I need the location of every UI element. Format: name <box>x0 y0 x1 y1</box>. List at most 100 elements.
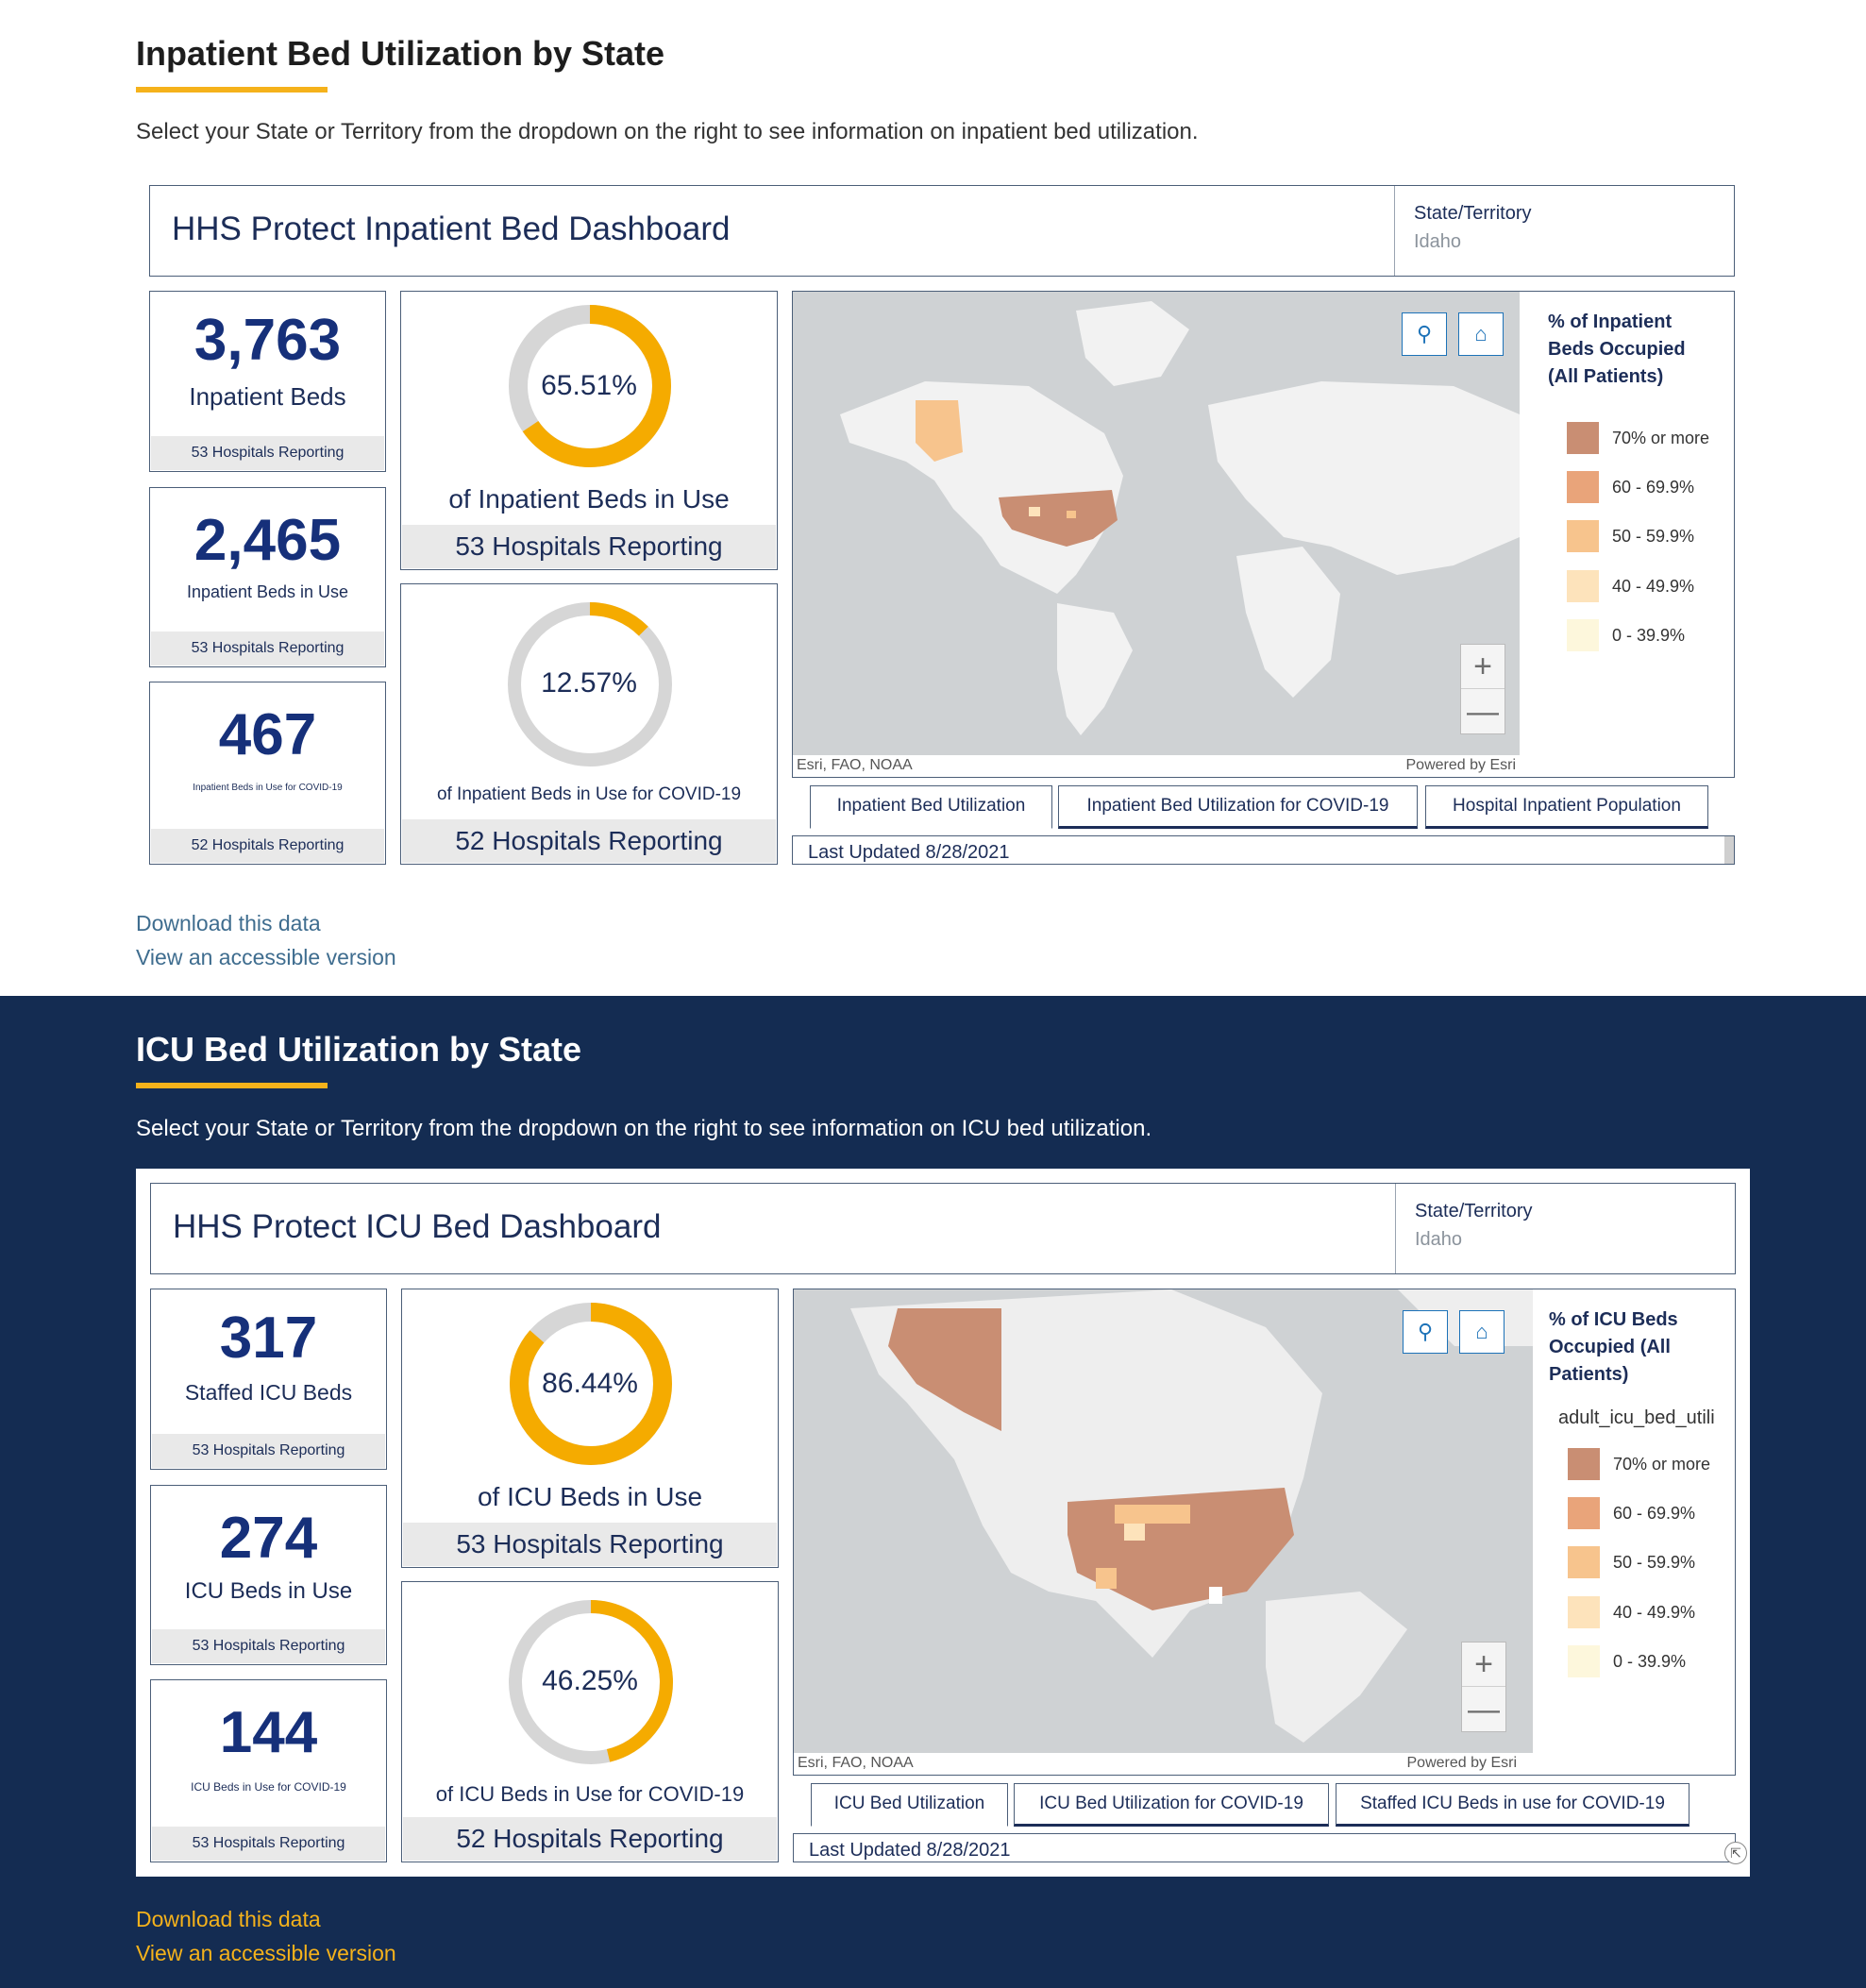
donut-footer: 52 Hospitals Reporting <box>402 819 776 863</box>
stat-card-inpatient-beds: 3,763 Inpatient Beds 53 Hospitals Report… <box>149 291 386 472</box>
donut-percent: 12.57% <box>541 667 637 699</box>
stat-label: Inpatient Beds in Use <box>186 582 349 601</box>
tab-icu-covid[interactable]: ICU Bed Utilization for COVID-19 <box>1014 1783 1329 1827</box>
dashboard-header: HHS Protect ICU Bed Dashboard State/Terr… <box>150 1183 1736 1274</box>
state-region <box>1067 511 1076 518</box>
expand-icon[interactable]: ⇱ <box>1724 1842 1747 1864</box>
legend-label: 0 - 39.9% <box>1612 626 1686 645</box>
legend-swatch <box>1568 1645 1600 1677</box>
stat-value: 2,465 <box>193 508 342 573</box>
south-america-land <box>1057 603 1133 735</box>
donut-percent: 65.51% <box>541 370 637 401</box>
zoom-controls: + — <box>1460 644 1505 734</box>
donut-chart <box>510 1303 672 1465</box>
last-updated-panel: Last Updated 8/28/2021 <box>793 1833 1736 1862</box>
home-button[interactable]: ⌂ <box>1458 312 1504 356</box>
stat-card-inpatient-beds-in-use: 2,465 Inpatient Beds in Use 53 Hospitals… <box>149 487 386 667</box>
tab-staffed-icu-covid[interactable]: Staffed ICU Beds in use for COVID-19 <box>1336 1783 1689 1827</box>
home-button[interactable]: ⌂ <box>1459 1310 1505 1354</box>
stat-card-staffed-icu-beds: 317 Staffed ICU Beds 53 Hospitals Report… <box>150 1289 387 1470</box>
stat-card-inpatient-covid: 467 Inpatient Beds in Use for COVID-19 5… <box>149 682 386 865</box>
legend-swatch <box>1568 1448 1600 1480</box>
last-updated-panel: Last Updated 8/28/2021 <box>792 835 1735 865</box>
map-view[interactable]: ⚲ ⌂ + — <box>793 292 1520 755</box>
search-button[interactable]: ⚲ <box>1402 312 1447 356</box>
legend-title: % of ICU Beds Occupied (All Patients) <box>1549 1309 1678 1385</box>
scrollbar[interactable] <box>1724 836 1734 864</box>
zoom-out-button[interactable]: — <box>1462 1688 1505 1732</box>
inpatient-dashboard: HHS Protect Inpatient Bed Dashboard Stat… <box>136 176 1740 874</box>
donut-fill-arc <box>509 305 671 467</box>
legend-title: % of Inpatient Beds Occupied (All Patien… <box>1548 312 1686 387</box>
donut-footer: 53 Hospitals Reporting <box>402 525 776 568</box>
map-attribution: Esri, FAO, NOAA Powered by Esri <box>794 1753 1521 1776</box>
legend-swatch <box>1567 619 1599 651</box>
zoom-in-button[interactable]: + <box>1462 1643 1505 1687</box>
donut-card-inpatient-covid: 12.57% of Inpatient Beds in Use for COVI… <box>400 583 778 865</box>
map-view[interactable]: ⚲ ⌂ + — <box>794 1289 1533 1753</box>
legend-label: 0 - 39.9% <box>1613 1652 1687 1671</box>
state-selector[interactable]: Idaho <box>1415 1229 1463 1250</box>
stat-value: 467 <box>218 702 317 767</box>
legend-swatch <box>1567 422 1599 454</box>
search-icon: ⚲ <box>1416 322 1433 345</box>
section-title: Inpatient Bed Utilization by State <box>136 34 665 73</box>
stat-value: 274 <box>219 1506 318 1571</box>
download-data-link[interactable]: Download this data <box>136 1907 321 1931</box>
legend-label: 50 - 59.9% <box>1613 1553 1696 1572</box>
stat-footer: 53 Hospitals Reporting <box>152 1629 385 1663</box>
donut-footer: 52 Hospitals Reporting <box>403 1817 777 1861</box>
accessible-version-link[interactable]: View an accessible version <box>136 1941 396 1965</box>
stat-footer: 52 Hospitals Reporting <box>151 829 384 863</box>
map-panel: ⚲ ⌂ + — Esri, FAO, NOAA Powered by Esri … <box>793 1289 1736 1776</box>
state-region <box>1096 1568 1117 1589</box>
north-america-map[interactable] <box>794 1289 1533 1753</box>
stat-card-icu-beds-in-use: 274 ICU Beds in Use 53 Hospitals Reporti… <box>150 1485 387 1665</box>
plus-icon: + <box>1474 1646 1493 1682</box>
tab-inpatient-bed-utilization[interactable]: Inpatient Bed Utilization <box>810 785 1052 829</box>
donut-percent: 86.44% <box>542 1368 638 1399</box>
last-updated: Last Updated 8/28/2021 <box>808 842 1010 863</box>
icu-links: Download this data View an accessible ve… <box>136 1902 396 1970</box>
donut-card-inpatient-in-use: 65.51% of Inpatient Beds in Use 53 Hospi… <box>400 291 778 570</box>
stat-footer: 53 Hospitals Reporting <box>152 1827 385 1861</box>
search-button[interactable]: ⚲ <box>1403 1310 1448 1354</box>
legend-swatch <box>1567 520 1599 552</box>
state-selector-label: State/Territory <box>1415 1201 1533 1221</box>
legend-label: 70% or more <box>1612 429 1710 447</box>
download-data-link[interactable]: Download this data <box>136 911 321 935</box>
stat-label: Inpatient Beds in Use for COVID-19 <box>193 783 343 793</box>
africa-land <box>1236 547 1340 698</box>
tab-hospital-inpatient-population[interactable]: Hospital Inpatient Population <box>1425 785 1708 829</box>
zoom-in-button[interactable]: + <box>1461 645 1505 689</box>
attribution-sources: Esri, FAO, NOAA <box>798 1755 914 1771</box>
world-map[interactable] <box>793 292 1520 755</box>
section-description: Select your State or Territory from the … <box>136 1116 1152 1141</box>
donut-card-icu-covid: 46.25% of ICU Beds in Use for COVID-19 5… <box>401 1581 779 1862</box>
stat-label: Inpatient Beds <box>189 382 346 411</box>
legend-field-name: adult_icu_bed_utili <box>1558 1407 1715 1428</box>
header-divider <box>1394 186 1395 276</box>
title-underline <box>136 1083 328 1088</box>
dashboard-header: HHS Protect Inpatient Bed Dashboard Stat… <box>149 185 1735 277</box>
greenland-land <box>1076 301 1189 386</box>
attribution-powered-by[interactable]: Powered by Esri <box>1405 757 1517 773</box>
accessible-version-link[interactable]: View an accessible version <box>136 945 396 969</box>
section-description: Select your State or Territory from the … <box>136 119 1199 144</box>
legend-swatch <box>1567 570 1599 602</box>
plus-icon: + <box>1473 649 1492 684</box>
state-selector[interactable]: Idaho <box>1414 231 1462 252</box>
stat-footer: 53 Hospitals Reporting <box>152 1434 385 1468</box>
icu-dashboard: HHS Protect ICU Bed Dashboard State/Terr… <box>136 1169 1750 1877</box>
map-legend: % of ICU Beds Occupied (All Patients) ad… <box>1546 1289 1736 1752</box>
tab-inpatient-covid[interactable]: Inpatient Bed Utilization for COVID-19 <box>1058 785 1418 829</box>
northern-states-region <box>1115 1505 1190 1524</box>
donut-footer: 53 Hospitals Reporting <box>403 1523 777 1566</box>
stat-card-icu-covid: 144 ICU Beds in Use for COVID-19 53 Hosp… <box>150 1679 387 1862</box>
legend-label: 60 - 69.9% <box>1613 1504 1696 1523</box>
tab-icu-bed-utilization[interactable]: ICU Bed Utilization <box>811 1783 1008 1827</box>
minus-icon: — <box>1467 694 1499 730</box>
zoom-out-button[interactable]: — <box>1461 690 1505 734</box>
map-legend: % of Inpatient Beds Occupied (All Patien… <box>1538 292 1732 754</box>
attribution-powered-by[interactable]: Powered by Esri <box>1406 1755 1518 1771</box>
